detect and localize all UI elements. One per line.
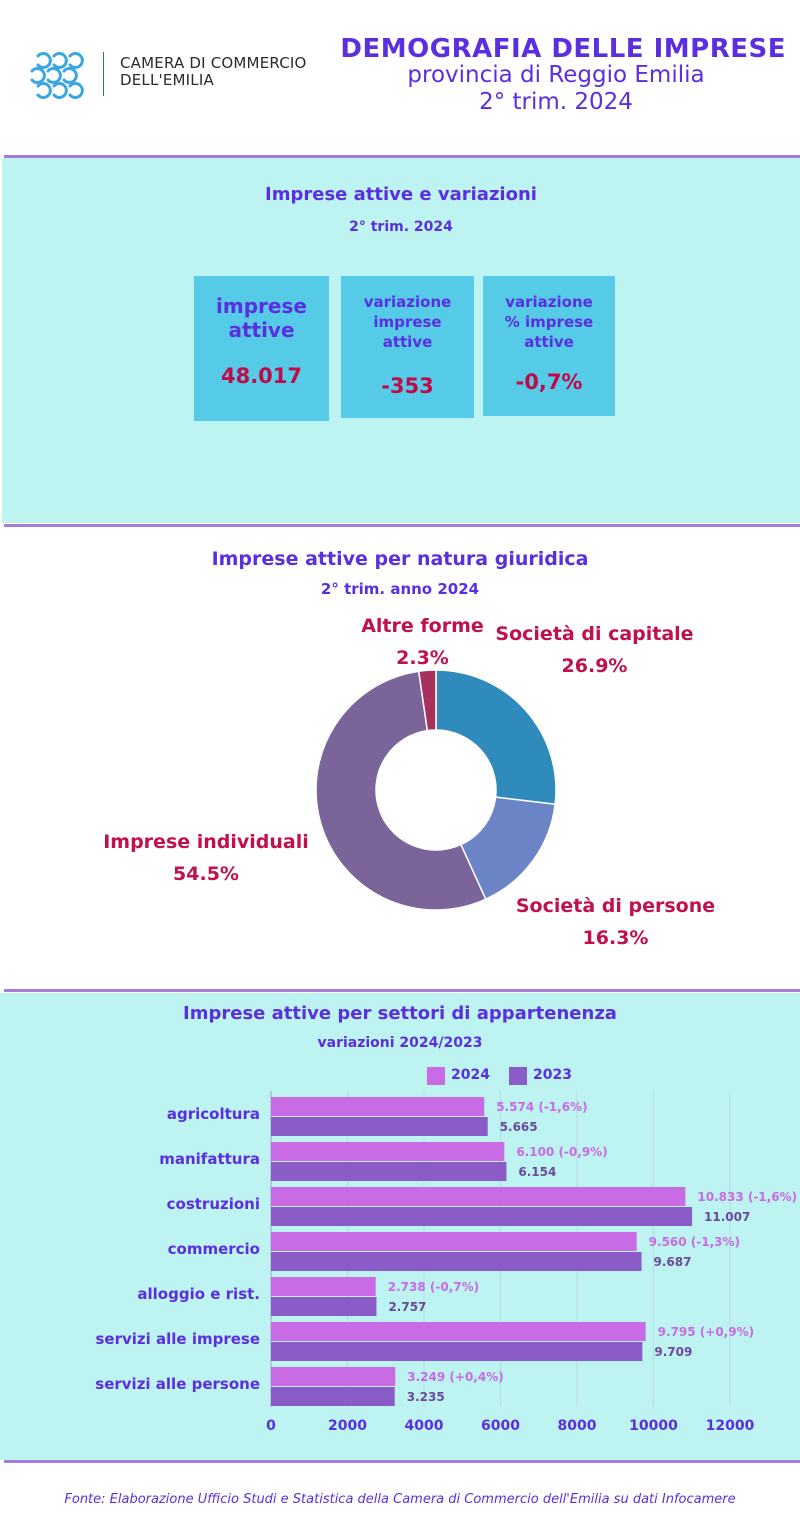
category-label: servizi alle persone [95,1375,260,1393]
pie-label-name: Altre forme [361,615,484,637]
bar-data-label: 5.665 [500,1120,538,1134]
section2-title: Imprese attive per natura giuridica [211,548,589,570]
category-label: costruzioni [166,1195,260,1213]
bar-2024 [271,1322,646,1341]
legend-label-2024: 2024 [451,1067,490,1083]
category-label: manifattura [159,1150,260,1168]
footer-source: Fonte: Elaborazione Ufficio Studi e Stat… [64,1492,736,1507]
x-tick-label: 8000 [558,1418,597,1434]
divider-1 [4,155,800,158]
pie-label-value: 16.3% [582,927,649,949]
bar-2024 [271,1097,485,1116]
logo-separator [103,52,104,96]
camera-commercio-logo-icon [30,52,84,99]
bar-data-label: 6.154 [518,1165,556,1179]
kpi-variazione: variazione imprese attive -353 [341,276,474,418]
category-label: agricoltura [166,1105,260,1123]
x-tick-label: 10000 [629,1418,678,1434]
section1-title: Imprese attive e variazioni [265,184,537,205]
donut-chart [315,669,557,911]
bar-2023 [271,1207,693,1226]
section2-subtitle: 2° trim. anno 2024 [320,580,480,598]
bar-2023 [271,1297,377,1316]
pie-label-altre-forme: Altre forme 2.3% [350,610,495,674]
legend-swatch-2024 [427,1067,445,1085]
pie-label-imprese-individuali: Imprese individuali 54.5% [95,826,317,890]
kpi-label: variazione % imprese attive [504,293,594,351]
kpi-variazione-percentuale: variazione % imprese attive -0,7% [483,276,615,416]
bar-data-label: 3.249 (+0,4%) [407,1370,503,1384]
donut-slice-imprese-individuali [315,670,487,911]
bar-data-label: 2.757 [388,1300,426,1314]
bar-data-label: 9.560 (-1,3%) [649,1235,740,1249]
logo-text: CAMERA DI COMMERCIO DELL'EMILIA [120,55,307,89]
bar-data-label: 9.795 (+0,9%) [658,1325,754,1339]
bar-data-label: 3.235 [407,1390,445,1404]
legend-label-2023: 2023 [533,1067,572,1083]
x-tick-label: 0 [266,1418,276,1434]
kpi-imprese-attive: imprese attive 48.017 [194,276,329,421]
logo-line-1: CAMERA DI COMMERCIO [120,54,307,72]
bar-2023 [271,1252,642,1271]
category-label: alloggio e rist. [137,1285,260,1303]
divider-3 [4,989,800,992]
x-tick-label: 12000 [706,1418,755,1434]
kpi-label: variazione imprese attive [363,293,452,351]
kpi-label: imprese attive [216,294,307,342]
logo-line-2: DELL'EMILIA [120,71,214,89]
subtitle-province: provincia di Reggio Emilia [407,62,705,88]
category-label: commercio [167,1240,260,1258]
pie-label-societa-persone: Società di persone 16.3% [508,890,723,954]
section-settori: Imprese attive per settori di appartenen… [0,993,800,1460]
divider-4 [4,1460,800,1463]
pie-label-value: 54.5% [173,863,239,885]
pie-label-societa-capitale: Società di capitale 26.9% [492,618,697,682]
kpi-value: 48.017 [220,364,303,388]
page-subtitle: provincia di Reggio Emilia 2° trim. 2024 [370,62,742,116]
header: CAMERA DI COMMERCIO DELL'EMILIA DEMOGRAF… [0,0,800,155]
bar-2024 [271,1232,637,1251]
kpi-value: -353 [381,374,434,398]
bar-data-label: 6.100 (-0,9%) [516,1145,607,1159]
bar-2024 [271,1142,505,1161]
section-imprese-attive: Imprese attive e variazioni 2° trim. 202… [2,158,800,523]
page-title: DEMOGRAFIA DELLE IMPRESE [340,34,786,64]
divider-2 [4,524,800,527]
bar-data-label: 9.687 [654,1255,692,1269]
x-tick-label: 2000 [328,1418,367,1434]
bar-data-label: 10.833 (-1,6%) [697,1190,797,1204]
section-natura-giuridica: Imprese attive per natura giuridica 2° t… [0,528,800,988]
donut-slice-altre-forme [417,669,437,732]
kpi-value: -0,7% [515,370,583,394]
bar-2024 [271,1277,376,1296]
bar-chart: 0 2000 4000 6000 8000 10000 12000 5.574 (-1,6%)… [266,1091,797,1434]
donut-slice-societa-capitale [435,669,557,806]
bar-data-label: 9.709 [654,1345,692,1359]
bar-data-label: 11.007 [704,1210,750,1224]
x-tick-label: 4000 [405,1418,444,1434]
section1-subtitle: 2° trim. 2024 [349,219,453,235]
bar-2023 [271,1342,643,1361]
section3-subtitle: variazioni 2024/2023 [317,1035,483,1051]
bar-2023 [271,1117,488,1136]
bar-2024 [271,1367,396,1386]
bar-2023 [271,1387,395,1406]
pie-label-value: 2.3% [396,647,449,669]
pie-label-name: Imprese individuali [103,831,309,853]
bar-2024 [271,1187,686,1206]
bar-2023 [271,1162,507,1181]
x-tick-label: 6000 [481,1418,520,1434]
pie-label-name: Società di persone [515,895,716,917]
bar-data-label: 5.574 (-1,6%) [496,1100,587,1114]
legend-swatch-2023 [509,1067,527,1085]
category-label: servizi alle imprese [95,1330,261,1348]
pie-label-value: 26.9% [561,655,628,677]
subtitle-period: 2° trim. 2024 [479,89,633,115]
bar-data-label: 2.738 (-0,7%) [388,1280,479,1294]
section3-title: Imprese attive per settori di appartenen… [183,1003,617,1024]
pie-label-name: Società di capitale [495,623,694,645]
